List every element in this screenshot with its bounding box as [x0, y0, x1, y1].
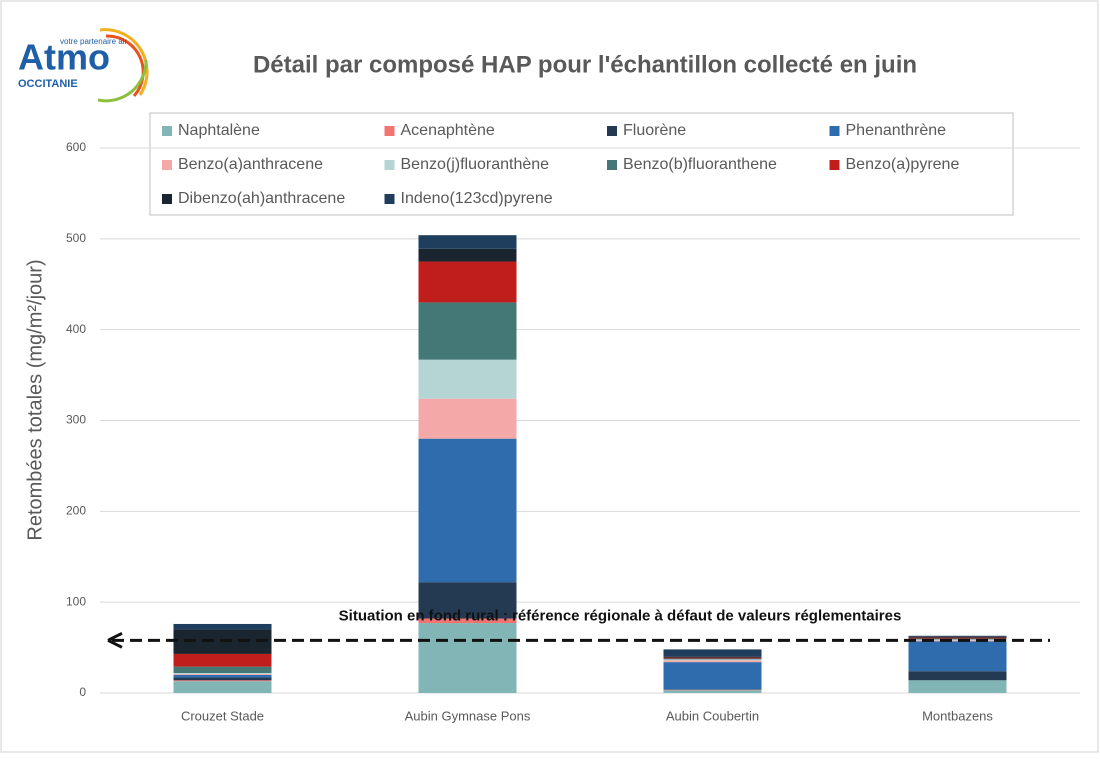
legend-swatch [385, 160, 395, 170]
legend-swatch [162, 126, 172, 136]
bar-segment [664, 657, 762, 658]
bar-segment [419, 623, 517, 693]
bar-segment [174, 680, 272, 681]
legend-swatch [830, 126, 840, 136]
bar-segment [174, 673, 272, 674]
bar-segment [419, 235, 517, 249]
x-tick-label: Aubin Coubertin [666, 708, 759, 723]
legend-label: Benzo(b)fluoranthene [623, 156, 777, 173]
legend-swatch [607, 160, 617, 170]
bar-segment [174, 681, 272, 693]
bar-segment [664, 690, 762, 693]
bar-segment [909, 636, 1007, 637]
bar-segment [174, 675, 272, 678]
y-tick-label: 300 [66, 413, 86, 427]
legend-label: Acenaphtène [401, 122, 495, 139]
bar-segment [909, 641, 1007, 671]
legend-label: Indeno(123cd)pyrene [401, 190, 553, 207]
bar-segment [909, 638, 1007, 639]
x-tick-label: Montbazens [922, 708, 993, 723]
bar-segment [909, 671, 1007, 680]
bar-segment [664, 660, 762, 662]
bar-segment [419, 262, 517, 303]
legend-swatch [607, 126, 617, 136]
x-tick-label: Aubin Gymnase Pons [405, 708, 531, 723]
bar-segment [664, 658, 762, 659]
bar-segment [419, 360, 517, 399]
legend-label: Dibenzo(ah)anthracene [178, 190, 345, 207]
bar-segment [419, 249, 517, 262]
y-tick-label: 600 [66, 140, 86, 154]
bar-segment [664, 649, 762, 656]
legend-label: Benzo(a)anthracene [178, 156, 323, 173]
reference-label: Situation en fond rural : référence régi… [339, 607, 902, 624]
y-tick-label: 500 [66, 231, 86, 245]
bar-segment [419, 399, 517, 439]
bar-segment [174, 624, 272, 629]
bar-segment [664, 662, 762, 689]
bar-segment [419, 302, 517, 359]
bar-segment [174, 674, 272, 675]
chart-title: Détail par composé HAP pour l'échantillo… [253, 51, 917, 78]
bar-segment [664, 658, 762, 659]
bar-segment [909, 637, 1007, 638]
y-axis-label: Retombées totales (mg/m²/jour) [24, 259, 46, 540]
y-tick-label: 200 [66, 504, 86, 518]
logo-tagline: votre partenaire air [60, 37, 127, 46]
bar-segment [174, 667, 272, 673]
logo-region: OCCITANIE [18, 78, 78, 90]
bar-segment [174, 654, 272, 667]
legend-label: Benzo(a)pyrene [846, 156, 960, 173]
bar-segment [419, 439, 517, 583]
legend-swatch [385, 126, 395, 136]
legend-label: Benzo(j)fluoranthène [401, 156, 550, 173]
legend-swatch [162, 160, 172, 170]
bar-segment [909, 680, 1007, 693]
legend-swatch [385, 194, 395, 204]
legend-swatch [162, 194, 172, 204]
y-tick-label: 400 [66, 322, 86, 336]
legend-label: Naphtalène [178, 122, 260, 139]
legend-swatch [830, 160, 840, 170]
bar-segment [664, 659, 762, 660]
y-tick-label: 100 [66, 594, 86, 608]
bar-segment [174, 678, 272, 681]
legend-label: Fluorène [623, 122, 686, 139]
y-tick-label: 0 [79, 685, 86, 699]
legend-label: Phenanthrène [846, 122, 947, 139]
x-tick-label: Crouzet Stade [181, 708, 264, 723]
